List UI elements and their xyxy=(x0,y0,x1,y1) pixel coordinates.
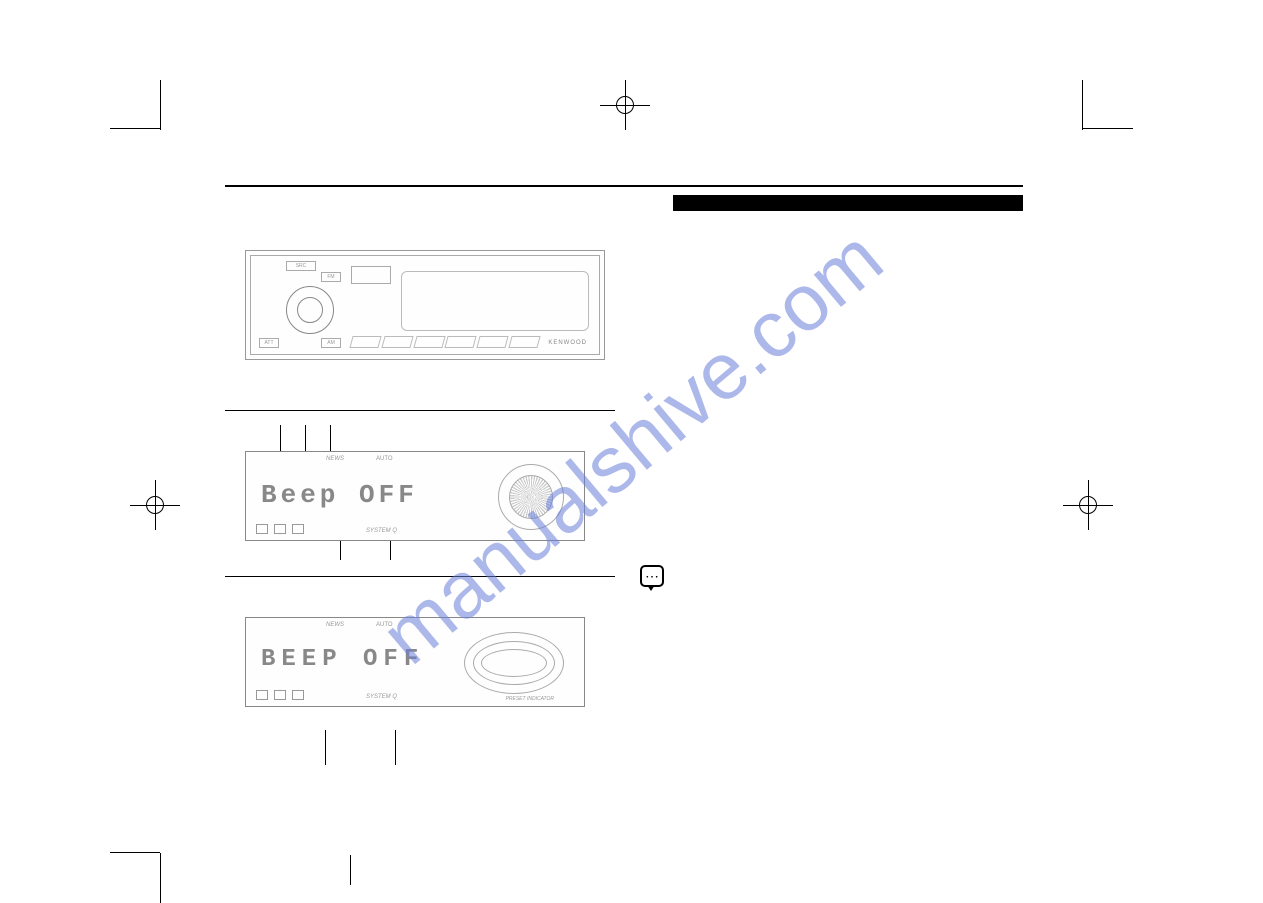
lcd-status-icons xyxy=(256,524,304,534)
dial-inner xyxy=(297,297,323,323)
page-container: SRC FM AM ATT KENWOOD xyxy=(0,0,1263,893)
preset-button xyxy=(509,336,541,348)
callout-line xyxy=(395,730,396,765)
am-button: AM xyxy=(321,338,341,348)
lcd-status-icons xyxy=(256,690,304,700)
divider xyxy=(225,410,615,411)
callout-line xyxy=(350,855,351,885)
registration-mark xyxy=(1063,480,1113,530)
status-icon xyxy=(274,524,286,534)
device-front-panel: SRC FM AM ATT KENWOOD xyxy=(245,250,605,360)
top-rule xyxy=(225,185,1023,187)
crop-mark xyxy=(160,853,161,903)
preset-button-row xyxy=(351,336,539,348)
status-icon xyxy=(292,690,304,700)
src-button: SRC xyxy=(286,261,316,271)
registration-mark xyxy=(600,80,650,130)
lcd-display-model-1: NEWS AUTO Beep OFF SYSTEM Q xyxy=(245,451,585,541)
status-icon xyxy=(256,690,268,700)
divider xyxy=(225,576,615,577)
device-lcd-area xyxy=(401,271,589,331)
device-body: SRC FM AM ATT KENWOOD xyxy=(250,255,600,355)
preset-button xyxy=(349,336,381,348)
system-q-label: SYSTEM Q xyxy=(366,528,397,534)
brand-label: KENWOOD xyxy=(548,340,587,346)
crop-mark xyxy=(110,128,160,129)
auto-indicator: AUTO xyxy=(376,622,393,628)
volume-dial-icon xyxy=(498,464,564,530)
fm-button: FM xyxy=(321,272,341,282)
system-q-label: SYSTEM Q xyxy=(366,694,397,700)
section-header-bar xyxy=(673,195,1023,211)
mode-button xyxy=(351,266,391,284)
crop-mark xyxy=(110,852,160,853)
status-icon xyxy=(274,690,286,700)
lcd-main-text: BEEP OFF xyxy=(261,646,424,673)
crop-mark xyxy=(1083,128,1133,129)
lcd-main-text: Beep OFF xyxy=(261,480,418,510)
speaker-ring xyxy=(481,649,547,677)
auto-indicator: AUTO xyxy=(376,456,393,462)
preset-button xyxy=(445,336,477,348)
preset-button xyxy=(413,336,445,348)
crop-mark xyxy=(1082,80,1083,130)
att-button: ATT xyxy=(259,338,279,348)
note-icon xyxy=(640,565,664,587)
crop-mark xyxy=(160,80,161,130)
lcd-display-model-2: NEWS AUTO BEEP OFF SYSTEM Q PRESET INDIC… xyxy=(245,617,585,707)
preset-button xyxy=(381,336,413,348)
callout-line xyxy=(325,730,326,765)
news-indicator: NEWS xyxy=(326,456,344,462)
preset-button xyxy=(477,336,509,348)
registration-mark xyxy=(130,480,180,530)
status-icon xyxy=(292,524,304,534)
dial-pattern xyxy=(509,475,553,519)
news-indicator: NEWS xyxy=(326,622,344,628)
control-dial xyxy=(286,286,334,334)
status-icon xyxy=(256,524,268,534)
left-column: SRC FM AM ATT KENWOOD xyxy=(225,250,615,707)
preset-indicator-label: PRESET INDICATOR xyxy=(506,696,554,702)
speaker-icon xyxy=(464,632,564,694)
